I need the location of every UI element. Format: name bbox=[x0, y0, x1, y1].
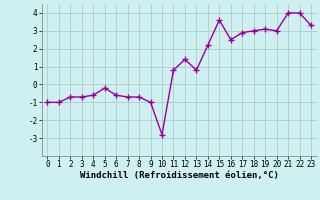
X-axis label: Windchill (Refroidissement éolien,°C): Windchill (Refroidissement éolien,°C) bbox=[80, 171, 279, 180]
